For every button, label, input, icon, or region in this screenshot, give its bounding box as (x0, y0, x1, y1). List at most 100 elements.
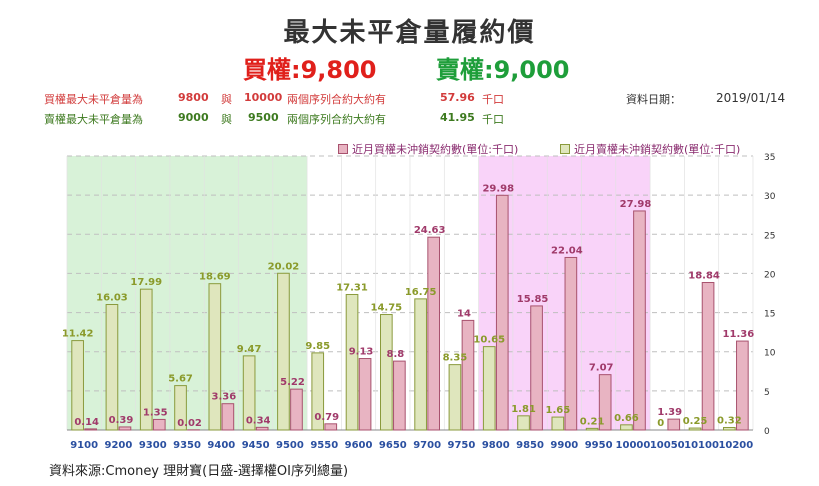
call-bar (105, 304, 119, 431)
legend-put: 近月買權未沖銷契約數(單位:千口) (338, 141, 518, 157)
put-bar (633, 210, 646, 431)
call-value-label: 0 (657, 418, 664, 429)
y-tick-label: 10 (764, 349, 776, 359)
call-value-label: 0.25 (683, 416, 708, 427)
y-tick-label: 35 (764, 153, 775, 163)
call-bar (71, 340, 84, 431)
call-bar (414, 298, 427, 431)
put-value-label: 18.84 (688, 271, 720, 282)
y-tick-label: 0 (764, 427, 770, 437)
row1-strike1: 9800 (178, 91, 209, 104)
call-bar (688, 427, 702, 431)
legend-call: 近月賣權未沖銷契約數(單位:千口) (560, 141, 740, 157)
put-value-label: 1.39 (657, 407, 682, 418)
x-tick-label: 9350 (173, 440, 201, 451)
put-value-label: 8.8 (387, 349, 405, 360)
row1-text: 兩個序列合約大約有 (287, 93, 386, 106)
row1-strike2: 10000 (244, 91, 283, 104)
call-value-label: 18.69 (199, 272, 231, 283)
put-value-label: 0.14 (74, 417, 99, 428)
call-value-label: 16.03 (96, 293, 128, 304)
call-value-label: 16.75 (405, 287, 437, 298)
call-bar (517, 415, 530, 431)
put-value-label: 29.98 (482, 183, 514, 194)
put-bar (152, 418, 166, 431)
row2-strike2: 9500 (248, 111, 279, 124)
put-headline: 買權:9,800 (243, 56, 377, 84)
call-bar (551, 416, 565, 431)
call-headline: 賣權:9,000 (436, 56, 570, 84)
put-bar (495, 194, 509, 431)
put-bar (324, 423, 338, 431)
x-tick-label: 10050 (650, 440, 685, 451)
put-value-label: 22.04 (551, 245, 583, 256)
put-bar (564, 256, 578, 431)
row2-label: 賣權最大未平倉量為 (44, 113, 143, 126)
put-bar (427, 236, 440, 431)
x-tick-label: 9850 (516, 440, 544, 451)
put-bar (84, 428, 97, 431)
put-value-label: 15.85 (517, 294, 549, 305)
call-bar (620, 424, 633, 431)
put-bar (530, 305, 543, 431)
row1-unit: 千口 (482, 93, 504, 106)
x-tick-label: 9100 (70, 440, 98, 451)
put-value-label: 0.39 (109, 415, 134, 426)
row2-unit: 千口 (482, 113, 504, 126)
put-bar (358, 358, 372, 431)
put-value-label: 5.22 (280, 377, 305, 388)
put-value-label: 9.13 (349, 347, 374, 358)
x-tick-label: 9950 (585, 440, 613, 451)
put-value-label: 24.63 (414, 225, 446, 236)
row2-mid: 與 (221, 113, 232, 126)
x-tick-label: 9700 (413, 440, 441, 451)
put-value-label: 0.02 (177, 418, 202, 429)
call-bar (208, 283, 222, 431)
put-bar (598, 374, 612, 431)
y-tick-label: 30 (764, 192, 776, 202)
put-bar (255, 426, 269, 431)
row1-label: 買權最大未平倉量為 (44, 93, 143, 106)
x-tick-label: 10000 (616, 440, 651, 451)
call-value-label: 8.35 (443, 353, 468, 364)
put-bar (736, 340, 749, 431)
call-value-label: 0.66 (614, 413, 639, 424)
call-value-label: 17.31 (336, 282, 368, 293)
call-bar (448, 364, 462, 431)
put-value-label: 1.35 (143, 407, 168, 418)
x-tick-label: 9600 (345, 440, 373, 451)
x-tick-label: 9500 (276, 440, 304, 451)
call-value-label: 1.65 (545, 405, 570, 416)
call-bar (139, 288, 153, 431)
call-value-label: 1.81 (511, 404, 536, 415)
put-bar (667, 418, 681, 431)
chart-title: 最大未平倉量履約價 (283, 18, 536, 48)
row2-strike1: 9000 (178, 111, 209, 124)
put-value-label: 11.36 (723, 329, 755, 340)
y-tick-label: 20 (764, 270, 776, 280)
call-bar (242, 355, 256, 431)
x-tick-label: 9450 (242, 440, 270, 451)
date-label: 資料日期： (626, 93, 681, 106)
put-bar (118, 426, 132, 431)
row2-value: 41.95 (440, 111, 475, 124)
source-note: 資料來源:Cmoney 理財寶(日盛-選擇權OI序列總量) (49, 464, 349, 479)
y-tick-label: 25 (764, 231, 775, 241)
row1-mid: 與 (221, 93, 232, 106)
put-bar (290, 388, 303, 431)
put-value-label: 0.79 (314, 412, 339, 423)
call-value-label: 10.65 (473, 335, 505, 346)
x-tick-label: 9750 (448, 440, 476, 451)
x-tick-label: 9900 (550, 440, 578, 451)
call-value-label: 20.02 (268, 261, 300, 272)
call-value-label: 17.99 (130, 277, 162, 288)
put-bar (393, 360, 406, 431)
call-bar (345, 293, 359, 431)
call-value-label: 0.32 (717, 415, 742, 426)
legend-call-label: 近月賣權未沖銷契約數(單位:千口) (574, 143, 741, 156)
legend-call-swatch (560, 144, 570, 154)
call-bar (482, 346, 496, 431)
call-value-label: 11.42 (62, 329, 94, 340)
x-tick-label: 9400 (207, 440, 235, 451)
y-tick-label: 15 (764, 310, 775, 320)
